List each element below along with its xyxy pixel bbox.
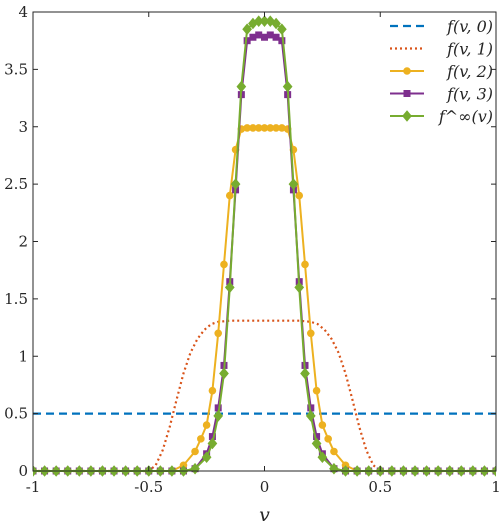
legend-entry: f(v, 0) bbox=[390, 17, 493, 36]
y-tick-label: 2.5 bbox=[4, 175, 28, 193]
legend-label: f(v, 1) bbox=[446, 40, 493, 59]
x-tick-label: 1 bbox=[491, 478, 500, 496]
series-2-point bbox=[301, 260, 309, 269]
y-tick-label: 2 bbox=[18, 233, 28, 251]
x-tick-label: -0.5 bbox=[134, 478, 163, 496]
series-4-point bbox=[300, 367, 310, 380]
series-2-point bbox=[312, 386, 321, 395]
legend-label: f(v, 2) bbox=[446, 62, 493, 81]
series-2-point bbox=[208, 386, 217, 395]
legend-label: f(v, 3) bbox=[446, 85, 493, 104]
series-4-point bbox=[282, 80, 293, 93]
x-tick-label: 0.5 bbox=[368, 478, 392, 496]
series-4-point bbox=[277, 23, 287, 35]
series-4-point bbox=[242, 23, 252, 35]
series-3-line bbox=[33, 33, 496, 472]
y-tick-label: 0 bbox=[18, 462, 28, 480]
series-4-point bbox=[207, 437, 218, 450]
series-4-point bbox=[201, 451, 212, 464]
series-3-point bbox=[261, 33, 268, 41]
y-tick-label: 3 bbox=[18, 118, 28, 136]
series-2-point bbox=[295, 191, 304, 200]
x-axis-label: v bbox=[259, 504, 270, 526]
axes: -1 -0.5 0 0.5 1 0 0.5 1 1.5 2 2.5 3 3.5 4 v bbox=[4, 3, 500, 526]
legend-entry: f^∞(v) bbox=[390, 107, 493, 126]
series-4 bbox=[33, 15, 496, 477]
series-3 bbox=[33, 31, 496, 475]
legend-label: f^∞(v) bbox=[438, 107, 493, 126]
legend-entry: f(v, 2) bbox=[390, 62, 493, 81]
series-2-point bbox=[330, 447, 338, 456]
y-tick-label: 1 bbox=[18, 347, 28, 365]
series-1 bbox=[33, 319, 496, 473]
series-4-point bbox=[317, 451, 328, 464]
series-1-line bbox=[33, 319, 496, 473]
legend: f(v, 0) f(v, 1) f(v, 2) f(v, 3) f^∞(v) bbox=[390, 17, 493, 126]
axes-box bbox=[32, 11, 497, 472]
x-tick-label: 0 bbox=[260, 478, 270, 496]
legend-entry: f(v, 1) bbox=[390, 40, 493, 59]
series-2-point bbox=[197, 435, 205, 443]
series-4-line bbox=[33, 20, 496, 472]
legend-marker bbox=[403, 67, 411, 75]
x-tick-label: -1 bbox=[26, 478, 41, 496]
series-4-point bbox=[305, 410, 316, 422]
series-3-point bbox=[255, 31, 263, 39]
series-2-point bbox=[191, 447, 199, 456]
series-4-point bbox=[224, 281, 235, 294]
series-2 bbox=[33, 124, 496, 475]
y-tick-label: 4 bbox=[18, 3, 28, 21]
series-2-point bbox=[318, 421, 327, 429]
plot-area bbox=[33, 15, 496, 477]
y-tick-label: 3.5 bbox=[4, 60, 28, 78]
series-2-line bbox=[33, 126, 496, 472]
series-2-point bbox=[225, 191, 234, 200]
series-3-point bbox=[249, 33, 257, 41]
y-tick-label: 1.5 bbox=[4, 290, 28, 308]
series-3-point bbox=[272, 33, 280, 41]
legend-marker bbox=[403, 90, 411, 97]
series-4-point bbox=[288, 178, 299, 190]
series-4-point bbox=[271, 17, 281, 30]
series-4-point bbox=[294, 281, 305, 294]
series-4-point bbox=[236, 80, 247, 93]
series-2-point bbox=[214, 329, 222, 338]
series-2-point bbox=[324, 435, 332, 443]
legend-entry: f(v, 3) bbox=[390, 85, 493, 104]
series-4-point bbox=[230, 178, 241, 190]
series-2-point bbox=[220, 260, 228, 269]
series-4-point bbox=[213, 410, 224, 422]
series-4-point bbox=[311, 437, 322, 450]
series-2-point bbox=[202, 421, 211, 429]
legend-marker bbox=[402, 110, 412, 122]
series-3-point bbox=[266, 31, 274, 39]
series-4-point bbox=[219, 367, 229, 380]
legend-label: f(v, 0) bbox=[446, 17, 493, 36]
y-tick-label: 0.5 bbox=[4, 405, 28, 423]
series-2-point bbox=[307, 329, 315, 338]
